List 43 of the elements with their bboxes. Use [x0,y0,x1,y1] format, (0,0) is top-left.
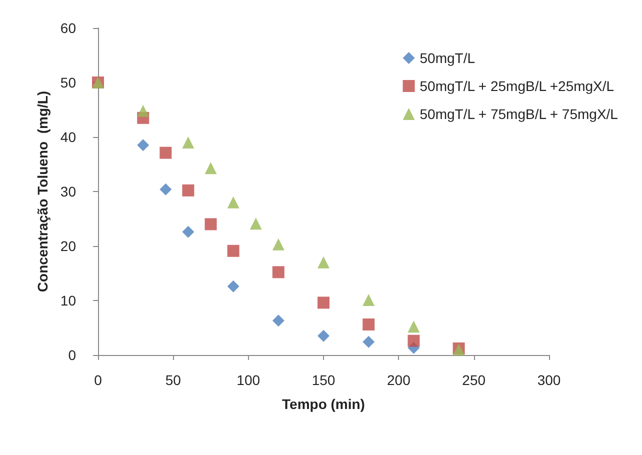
legend-label: 50mgT/L + 75mgB/L + 75mgX/L [420,106,618,122]
x-tick-label: 0 [94,372,102,388]
point [318,296,330,309]
point [318,330,330,342]
point [362,336,375,348]
point [204,162,217,174]
point [182,226,194,238]
y-tick-label: 20 [60,238,76,254]
point [137,104,150,117]
x-tick-label: 300 [537,372,561,388]
point [137,139,150,152]
point [227,280,240,292]
point [204,218,217,230]
x-tick-label: 50 [165,372,182,388]
point [362,318,375,330]
point [408,320,420,333]
x-tick-label: 100 [236,372,260,388]
point [362,294,375,306]
point [272,238,284,250]
point [272,314,284,327]
y-tick-label: 50 [60,74,76,90]
legend-label: 50mgT/L [420,50,476,66]
x-tick-label: 200 [386,372,411,388]
point [182,136,194,148]
point [408,334,420,347]
point [318,256,330,268]
x-tick-label: 150 [312,372,336,388]
point [250,218,262,230]
x-axis-title: Tempo (min) [282,396,365,412]
point [160,146,172,159]
y-tick-label: 0 [68,347,76,363]
legend-label: 50mgT/L + 25mgB/L +25mgX/L [420,78,614,94]
y-tick-label: 60 [60,20,76,36]
y-tick-label: 40 [60,129,76,145]
y-axis-title: Concentração Tolueno (mg/L) [34,90,51,292]
point [227,244,240,257]
y-tick-label: 10 [60,292,76,308]
x-tick-label: 250 [462,372,486,388]
point [160,183,172,196]
y-tick-label: 30 [60,184,76,200]
point [272,266,284,278]
point [227,196,240,208]
point [182,184,194,196]
